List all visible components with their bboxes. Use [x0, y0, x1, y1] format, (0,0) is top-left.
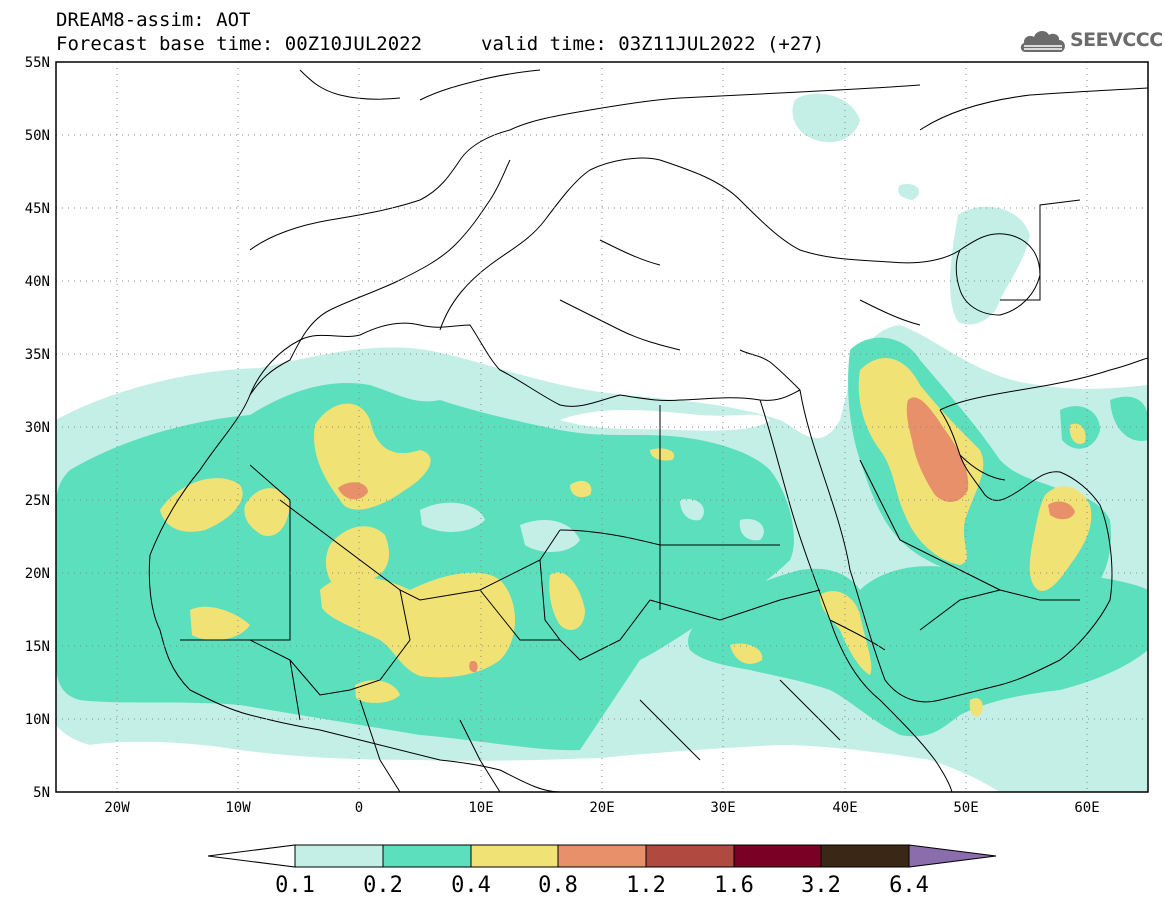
- lon-label: 60E: [1074, 800, 1099, 816]
- colorbar-segment: [382, 844, 472, 868]
- colorbar-segment: [908, 844, 997, 868]
- lon-label: 30E: [710, 800, 735, 816]
- colorbar-label: 1.2: [626, 873, 666, 898]
- lat-label: 55N: [25, 55, 50, 71]
- cloud-icon: [1020, 31, 1065, 52]
- lat-label: 25N: [25, 493, 50, 509]
- lat-label: 40N: [25, 274, 50, 290]
- seevccc-logo: SEEVCCC: [1018, 24, 1163, 58]
- colorbar-label: 3.2: [801, 873, 841, 898]
- colorbar-segment: [820, 844, 910, 868]
- colorbar-segment: [294, 844, 384, 868]
- lat-label: 10N: [25, 712, 50, 728]
- colorbar-label: 0.8: [538, 873, 578, 898]
- colorbar-segment: [557, 844, 647, 868]
- lat-axis: 55N 50N 45N 40N 35N 30N 25N 20N 15N 10N …: [25, 55, 50, 801]
- lon-label: 20E: [589, 800, 614, 816]
- colorbar-segment: [733, 844, 822, 868]
- forecast-base-time: Forecast base time: 00Z10JUL2022: [56, 33, 423, 55]
- lon-label: 40E: [832, 800, 857, 816]
- colorbar: [207, 844, 997, 868]
- lat-label: 30N: [25, 420, 50, 436]
- lat-label: 20N: [25, 566, 50, 582]
- colorbar-segment: [207, 844, 296, 868]
- lon-label: 10W: [225, 800, 251, 816]
- coastlines: [148, 69, 1148, 792]
- map-title: DREAM8-assim: AOT: [56, 9, 251, 31]
- grid: [56, 62, 1148, 792]
- colorbar-label: 6.4: [889, 873, 929, 898]
- lat-label: 15N: [25, 639, 50, 655]
- lon-axis: 20W 10W 0 10E 20E 30E 40E 50E 60E: [104, 800, 1099, 816]
- colorbar-label: 0.4: [451, 873, 491, 898]
- lat-label: 35N: [25, 347, 50, 363]
- map-frame: [55, 61, 1149, 793]
- lat-label: 50N: [25, 128, 50, 144]
- aot-level-0.8: [338, 397, 1075, 673]
- colorbar-label: 0.1: [275, 873, 315, 898]
- lon-label: 10E: [468, 800, 493, 816]
- colorbar-label: 0.2: [363, 873, 403, 898]
- lon-label: 20W: [104, 800, 130, 816]
- lon-label: 0: [355, 800, 363, 816]
- colorbar-labels: 0.1 0.2 0.4 0.8 1.2 1.6 3.2 6.4: [275, 873, 929, 898]
- aot-field: [56, 62, 1148, 792]
- colorbar-segment: [645, 844, 735, 868]
- valid-time: valid time: 03Z11JUL2022 (+27): [481, 33, 825, 55]
- lon-label: 50E: [953, 800, 978, 816]
- aot-inner-0.1: [420, 499, 764, 552]
- lat-label: 45N: [25, 201, 50, 217]
- logo-text: SEEVCCC: [1070, 29, 1163, 51]
- lat-label: 5N: [33, 785, 50, 801]
- colorbar-label: 1.6: [714, 873, 754, 898]
- colorbar-segment: [470, 844, 559, 868]
